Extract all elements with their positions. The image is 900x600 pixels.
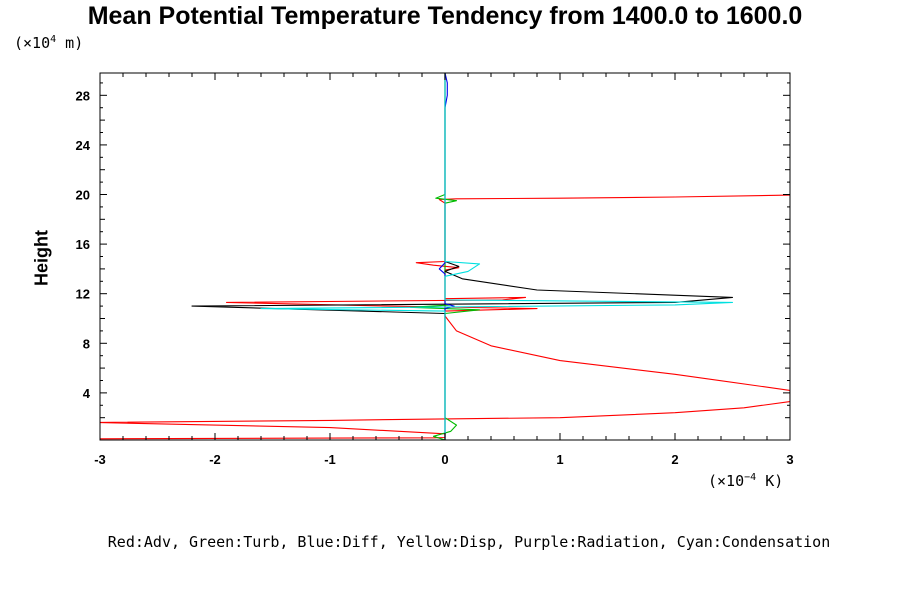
y-tick-label: 4 bbox=[83, 386, 91, 401]
chart-title: Mean Potential Temperature Tendency from… bbox=[87, 2, 803, 30]
series-line-condensation bbox=[260, 73, 734, 440]
x-tick-label: -3 bbox=[94, 452, 106, 467]
y-tick-label: 16 bbox=[76, 237, 90, 252]
y-tick-label: 8 bbox=[83, 336, 90, 351]
series-line-diff bbox=[438, 73, 455, 440]
x-tick-label: 0 bbox=[441, 452, 448, 467]
legend: Red:Adv, Green:Turb, Blue:Diff, Yellow:D… bbox=[107, 533, 831, 551]
x-unit-prefix: (×10 bbox=[708, 472, 745, 490]
y-tick-label: 24 bbox=[76, 138, 91, 153]
x-tick-label: -1 bbox=[324, 452, 336, 467]
y-unit-suffix: m) bbox=[56, 34, 84, 52]
x-tick-label: 2 bbox=[671, 452, 678, 467]
series-layer bbox=[100, 73, 790, 440]
x-tick-label: 1 bbox=[556, 452, 563, 467]
series-line-total bbox=[191, 73, 734, 440]
y-axis-unit: (×104 m) bbox=[14, 34, 83, 52]
y-tick-label: 12 bbox=[76, 287, 90, 302]
y-tick-label: 28 bbox=[76, 88, 90, 103]
x-axis-unit: (×10−4 K) bbox=[708, 472, 783, 490]
series-line-adv bbox=[100, 194, 790, 440]
x-tick-label: 3 bbox=[786, 452, 793, 467]
x-tick-label: -2 bbox=[209, 452, 221, 467]
x-unit-suffix: K) bbox=[756, 472, 784, 490]
y-unit-exponent: 4 bbox=[50, 34, 57, 45]
x-unit-exponent: −4 bbox=[744, 472, 757, 483]
y-tick-label: 20 bbox=[76, 188, 90, 203]
y-unit-prefix: (×10 bbox=[14, 34, 51, 52]
